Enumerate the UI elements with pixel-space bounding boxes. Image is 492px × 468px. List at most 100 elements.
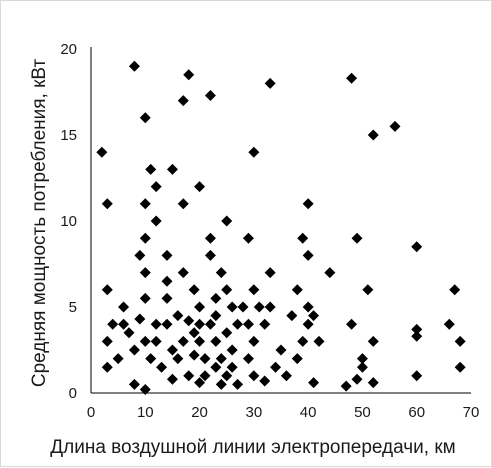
data-point: [313, 335, 325, 347]
data-point: [139, 232, 151, 244]
data-point: [291, 353, 303, 365]
data-point: [134, 249, 146, 261]
data-point: [454, 361, 466, 373]
data-point: [324, 267, 336, 279]
data-point: [177, 267, 189, 279]
data-point: [194, 301, 206, 313]
data-point: [118, 301, 130, 313]
data-point: [139, 267, 151, 279]
data-point: [161, 318, 173, 330]
data-point: [302, 198, 314, 210]
data-point: [210, 335, 222, 347]
data-point: [139, 112, 151, 124]
data-point: [96, 146, 108, 158]
data-point: [194, 377, 206, 389]
data-point: [346, 318, 358, 330]
data-point: [166, 163, 178, 175]
data-point: [237, 301, 249, 313]
x-tick-label: 30: [246, 404, 263, 421]
data-point: [172, 310, 184, 322]
data-point: [204, 318, 216, 330]
x-tick-label: 0: [87, 404, 95, 421]
data-points: [96, 60, 466, 396]
y-tick-label: 10: [60, 213, 77, 230]
y-tick-label: 15: [60, 127, 77, 144]
data-point: [150, 335, 162, 347]
data-point: [242, 318, 254, 330]
data-point: [232, 318, 244, 330]
x-tick-label: 40: [300, 404, 317, 421]
y-tick-label: 0: [69, 385, 77, 402]
x-tick-label: 70: [463, 404, 480, 421]
data-point: [215, 267, 227, 279]
data-point: [226, 361, 238, 373]
data-point: [183, 370, 195, 382]
data-point: [221, 370, 233, 382]
x-tick-label: 20: [191, 404, 208, 421]
data-point: [194, 181, 206, 193]
data-point: [150, 181, 162, 193]
data-point: [123, 327, 135, 339]
data-point: [367, 335, 379, 347]
data-point: [346, 72, 358, 84]
data-point: [107, 318, 119, 330]
data-point: [280, 370, 292, 382]
data-point: [215, 353, 227, 365]
data-point: [161, 249, 173, 261]
data-point: [253, 301, 265, 313]
y-tick-label: 20: [60, 41, 77, 58]
y-tick-label: 5: [69, 299, 77, 316]
data-point: [139, 335, 151, 347]
data-point: [161, 275, 173, 287]
data-point: [302, 301, 314, 313]
data-point: [101, 361, 113, 373]
data-point: [134, 313, 146, 325]
data-point: [449, 284, 461, 296]
data-point: [226, 344, 238, 356]
x-tick-labels: 0 10 20 30 40 50 60 70: [87, 404, 480, 421]
data-point: [204, 89, 216, 101]
x-tick-label: 10: [137, 404, 154, 421]
data-point: [308, 310, 320, 322]
data-point: [367, 129, 379, 141]
data-point: [150, 215, 162, 227]
data-point: [118, 318, 130, 330]
data-point: [194, 335, 206, 347]
data-point: [454, 335, 466, 347]
data-point: [101, 198, 113, 210]
x-axis-title: Длина воздушной линии электропередачи, к…: [50, 437, 455, 458]
data-point: [264, 301, 276, 313]
data-point: [411, 323, 423, 335]
data-point: [221, 215, 233, 227]
data-point: [145, 353, 157, 365]
data-point: [128, 344, 140, 356]
data-point: [356, 361, 368, 373]
data-point: [166, 373, 178, 385]
data-point: [172, 353, 184, 365]
data-point: [411, 330, 423, 342]
data-point: [259, 375, 271, 387]
data-point: [302, 249, 314, 261]
data-point: [242, 353, 254, 365]
data-point: [156, 361, 168, 373]
data-point: [210, 361, 222, 373]
data-point: [351, 373, 363, 385]
x-tick-label: 60: [408, 404, 425, 421]
data-point: [221, 284, 233, 296]
data-point: [248, 335, 260, 347]
data-point: [166, 344, 178, 356]
data-point: [177, 198, 189, 210]
data-point: [210, 292, 222, 304]
data-point: [188, 284, 200, 296]
x-tick-label: 50: [354, 404, 371, 421]
data-point: [389, 120, 401, 132]
data-point: [112, 353, 124, 365]
data-point: [362, 284, 374, 296]
data-point: [351, 232, 363, 244]
data-point: [367, 377, 379, 389]
data-point: [248, 146, 260, 158]
data-point: [340, 380, 352, 392]
data-point: [161, 292, 173, 304]
data-point: [101, 335, 113, 347]
data-point: [443, 318, 455, 330]
